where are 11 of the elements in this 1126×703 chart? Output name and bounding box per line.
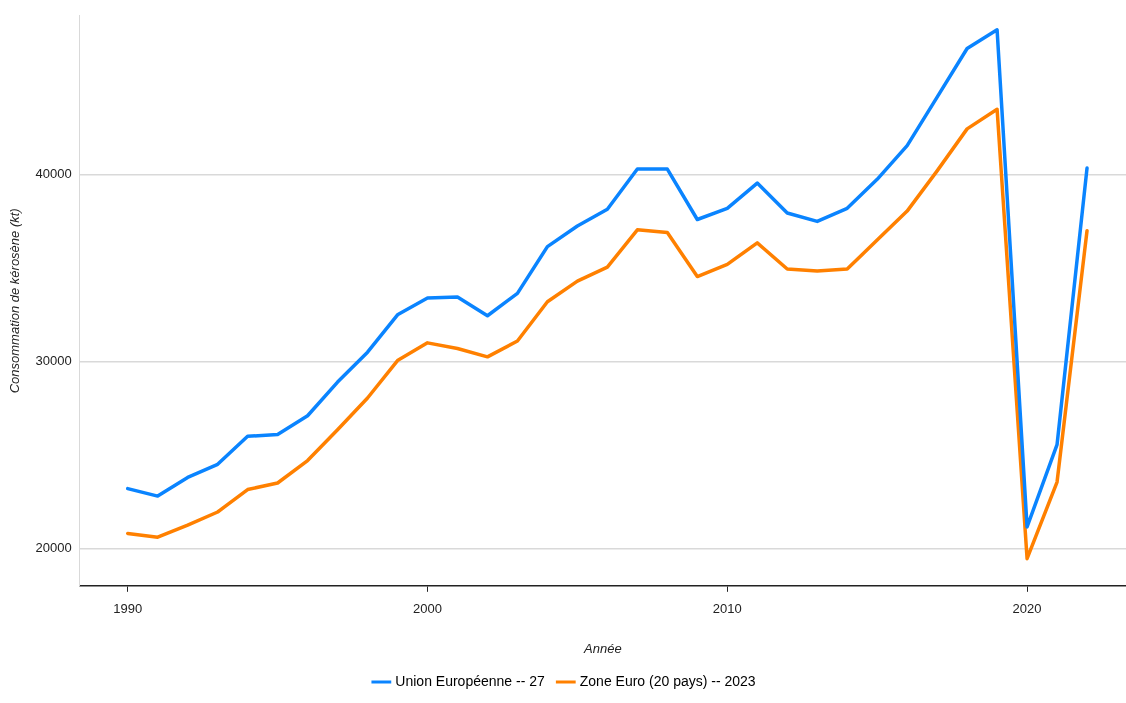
y-tick-label: 40000 (35, 166, 72, 182)
y-tick-label: 30000 (35, 353, 72, 369)
legend-label: Zone Euro (20 pays) -- 2023 (579, 672, 756, 689)
x-tick-label: 1990 (113, 601, 143, 617)
legend-label: Union Européenne -- 27 (395, 672, 545, 689)
x-tick-label: 2000 (413, 601, 442, 617)
x-axis-title: Année (583, 640, 622, 656)
x-tick-label: 2010 (712, 601, 742, 617)
y-axis-title: Consommation de kérosène (kt) (7, 208, 23, 394)
y-tick-label: 20000 (35, 540, 72, 555)
x-tick-label: 2020 (1012, 601, 1042, 617)
